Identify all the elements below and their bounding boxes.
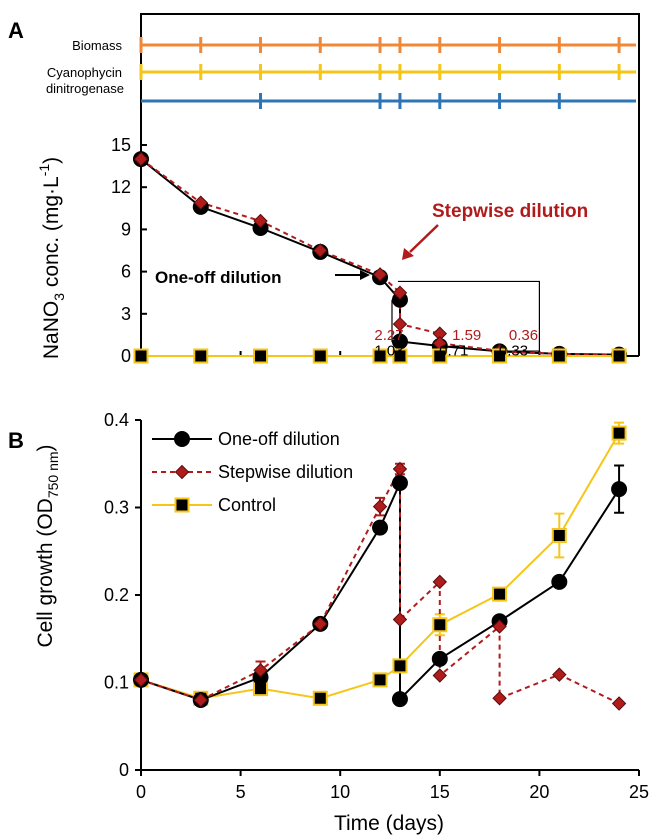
stepwise-bracket xyxy=(397,280,540,352)
legend-swatch-marker xyxy=(174,431,190,447)
panel-b-point-1 xyxy=(492,691,507,706)
panel-a-point-1 xyxy=(313,243,328,258)
panel-b-point-2 xyxy=(372,672,388,688)
panel-a-data-label: 2.27 xyxy=(374,327,403,344)
panel-b-point-1 xyxy=(432,574,448,590)
panel-a-y-tick-label: 12 xyxy=(111,177,131,197)
stepwise-dilution-annotation: Stepwise dilution xyxy=(432,201,588,222)
panel-b-y-axis-title: Cell growth (OD750 nm) xyxy=(34,444,61,647)
panel-a-y-tick-label: 3 xyxy=(121,304,131,324)
one-off-arrow-head xyxy=(360,270,370,280)
panel-b-point-2 xyxy=(611,425,627,441)
panel-a-data-label: 0.36 xyxy=(509,327,538,344)
panel-a-y-tick-label: 15 xyxy=(111,135,131,155)
panel-b-x-tick-label: 0 xyxy=(136,782,146,802)
panel-a-data-label: 1.03 xyxy=(374,342,403,359)
panel-b-point-0 xyxy=(391,475,408,491)
panel-a-point-1 xyxy=(133,151,149,167)
panel-a-point-2 xyxy=(492,348,508,364)
panel-a-point-1 xyxy=(372,267,388,282)
panel-b-point-1 xyxy=(611,696,627,711)
timeline-label-dinitrogenase: dinitrogenase xyxy=(46,81,124,96)
panel-a-y-tick-label: 0 xyxy=(121,346,131,366)
panel-a-point-2 xyxy=(551,348,567,364)
panel-b-point-1 xyxy=(552,667,567,682)
panel-b-series-line-2 xyxy=(140,432,620,700)
panel-a-point-1 xyxy=(392,285,408,300)
panel-b-point-2 xyxy=(392,658,408,674)
panel-b-point-1 xyxy=(392,461,408,477)
panel-a-y-axis-title: NaNO3 conc. (mg·L-1) xyxy=(36,157,67,359)
panel-a-y-tick-label: 6 xyxy=(121,262,131,282)
panel-b-point-2 xyxy=(551,528,567,543)
panel-b-x-tick-label: 10 xyxy=(330,782,350,802)
panel-b-point-0 xyxy=(551,573,568,590)
stepwise-arrow-shaft xyxy=(409,224,439,253)
legend-label-control: Control xyxy=(218,495,276,515)
panel-b-x-axis-title: Time (days) xyxy=(334,812,444,835)
panel-b-x-tick-label: 15 xyxy=(430,782,450,802)
panel-a-point-2 xyxy=(312,348,328,364)
panel-b-x-tick-label: 25 xyxy=(629,782,649,802)
panel-a-point-1 xyxy=(253,213,268,229)
panel-b-y-tick-label: 0 xyxy=(119,760,129,780)
panel-a-y-tick-label: 9 xyxy=(121,219,131,239)
panel-a-point-2 xyxy=(392,348,408,364)
panel-b-point-1 xyxy=(253,663,268,678)
panel-a-series-line-0 xyxy=(140,158,620,356)
panel-a-label: A xyxy=(8,18,24,43)
panel-a-point-1 xyxy=(392,316,408,332)
panel-b-point-2 xyxy=(492,586,508,602)
panel-b-point-2 xyxy=(312,690,328,706)
legend-swatch-marker xyxy=(174,497,190,513)
panel-a-point-2 xyxy=(133,348,149,364)
panel-b-point-1 xyxy=(432,668,448,683)
panel-b-y-tick-label: 0.2 xyxy=(104,585,129,605)
stepwise-arrow-head xyxy=(402,248,414,260)
panel-b-chart: 0 5 10 15 20 25 0 0.1 0.2 0.3 0.4 xyxy=(104,410,649,802)
legend-swatch-marker xyxy=(174,464,190,480)
panel-b-point-1 xyxy=(492,619,507,634)
panel-a-point-2 xyxy=(372,348,388,364)
panel-b-point-0 xyxy=(431,650,448,667)
panel-a-data-label: 0.71 xyxy=(439,342,468,359)
panel-a-point-2 xyxy=(253,348,269,364)
panel-b-point-1 xyxy=(193,692,208,708)
panel-b-y-tick-label: 0.1 xyxy=(104,673,129,693)
legend: One-off dilution Stepwise dilution Contr… xyxy=(152,429,353,515)
panel-b-point-0 xyxy=(611,481,628,498)
panel-b-x-tick-label: 20 xyxy=(529,782,549,802)
panel-b-y-tick-label: 0.4 xyxy=(104,410,129,430)
panel-a-series-line-1 xyxy=(140,158,620,356)
panel-b-point-0 xyxy=(372,519,389,536)
one-off-dilution-annotation: One-off dilution xyxy=(155,268,282,287)
timeline-label-cyanophycin: Cyanophycin xyxy=(47,65,122,80)
panel-b-y-tick-label: 0.3 xyxy=(104,498,129,518)
panel-a-point-1 xyxy=(193,195,208,210)
panel-b-label: B xyxy=(8,428,24,453)
panel-a-data-label: 0.33 xyxy=(499,342,528,359)
panel-b-point-1 xyxy=(372,499,388,514)
panel-a-data-label: 1.59 xyxy=(452,327,481,344)
legend-label-one-off: One-off dilution xyxy=(218,429,340,449)
panel-b-point-1 xyxy=(133,672,149,688)
panel-b-point-1 xyxy=(392,612,408,627)
panel-a-point-2 xyxy=(432,348,448,364)
legend-label-stepwise: Stepwise dilution xyxy=(218,462,353,482)
panel-b-x-tick-label: 5 xyxy=(236,782,246,802)
panel-a-point-2 xyxy=(193,348,209,364)
panel-b-point-1 xyxy=(313,616,328,632)
panel-a-point-2 xyxy=(611,348,627,364)
timeline-label-biomass: Biomass xyxy=(72,38,122,53)
panel-b-point-0 xyxy=(391,691,408,708)
panel-a-frame xyxy=(140,13,640,356)
panel-b-point-2 xyxy=(432,617,448,633)
